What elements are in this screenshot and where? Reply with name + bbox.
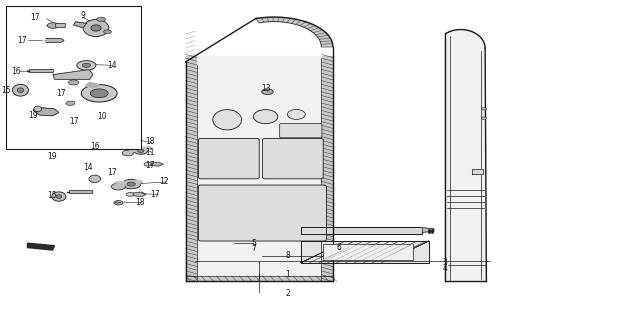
Text: 18: 18 — [146, 137, 155, 146]
Ellipse shape — [83, 63, 91, 67]
Polygon shape — [74, 22, 86, 28]
Text: 6: 6 — [337, 243, 342, 252]
Ellipse shape — [77, 61, 96, 70]
Ellipse shape — [253, 110, 278, 123]
Ellipse shape — [56, 195, 61, 198]
Text: 3: 3 — [442, 258, 447, 267]
Polygon shape — [128, 192, 146, 197]
Circle shape — [90, 89, 108, 98]
Polygon shape — [301, 241, 429, 263]
Text: 4: 4 — [442, 264, 447, 272]
Polygon shape — [85, 82, 99, 88]
Text: 15: 15 — [1, 86, 12, 95]
Polygon shape — [28, 243, 54, 250]
Polygon shape — [33, 107, 59, 116]
Circle shape — [262, 89, 273, 95]
Text: 2: 2 — [285, 290, 291, 298]
Text: 5: 5 — [251, 239, 256, 248]
Polygon shape — [53, 70, 93, 79]
Text: 17: 17 — [145, 161, 156, 170]
Text: 7: 7 — [251, 244, 256, 253]
Ellipse shape — [134, 147, 148, 154]
Text: 9: 9 — [81, 11, 86, 20]
Bar — [6, 6, 141, 149]
Text: 17: 17 — [150, 190, 160, 199]
Ellipse shape — [127, 182, 136, 186]
Text: 16: 16 — [11, 67, 21, 76]
FancyBboxPatch shape — [262, 138, 323, 179]
Text: 19: 19 — [28, 111, 38, 119]
Circle shape — [104, 30, 111, 34]
Text: 17: 17 — [30, 13, 40, 21]
Text: 11: 11 — [146, 148, 155, 157]
Polygon shape — [128, 147, 152, 152]
Text: 13: 13 — [260, 84, 271, 93]
Text: 17: 17 — [17, 36, 28, 45]
Polygon shape — [146, 162, 163, 166]
Text: 19: 19 — [47, 152, 58, 160]
Bar — [69, 190, 92, 193]
Polygon shape — [472, 169, 483, 174]
Circle shape — [481, 108, 486, 110]
Ellipse shape — [91, 25, 101, 31]
Circle shape — [47, 23, 59, 28]
Polygon shape — [46, 39, 64, 42]
Circle shape — [127, 138, 136, 143]
Ellipse shape — [287, 109, 305, 119]
FancyBboxPatch shape — [198, 185, 326, 241]
Ellipse shape — [138, 149, 144, 152]
Text: 8: 8 — [285, 251, 291, 260]
Circle shape — [144, 162, 152, 166]
Circle shape — [68, 80, 79, 85]
FancyBboxPatch shape — [198, 138, 259, 179]
Ellipse shape — [212, 110, 242, 130]
Circle shape — [126, 193, 134, 196]
Ellipse shape — [34, 106, 42, 112]
Ellipse shape — [83, 19, 109, 37]
Bar — [323, 244, 413, 260]
Bar — [29, 69, 53, 72]
Circle shape — [481, 117, 486, 119]
Ellipse shape — [13, 84, 29, 96]
Polygon shape — [197, 56, 321, 276]
Circle shape — [81, 85, 117, 102]
Text: 15: 15 — [47, 191, 58, 200]
Polygon shape — [186, 56, 197, 281]
Polygon shape — [321, 56, 333, 281]
Ellipse shape — [122, 179, 141, 189]
Polygon shape — [186, 276, 333, 281]
Polygon shape — [422, 228, 434, 232]
Text: 17: 17 — [107, 168, 117, 177]
Text: 17: 17 — [68, 117, 79, 126]
Text: 1: 1 — [285, 270, 291, 279]
Text: 14: 14 — [83, 163, 93, 172]
Circle shape — [114, 201, 123, 205]
Text: 10: 10 — [97, 112, 108, 121]
Ellipse shape — [122, 150, 134, 156]
Circle shape — [97, 17, 106, 21]
Text: 17: 17 — [56, 89, 66, 98]
Ellipse shape — [111, 183, 125, 190]
Text: 18: 18 — [135, 198, 144, 207]
Text: 12: 12 — [159, 178, 168, 186]
Ellipse shape — [17, 88, 24, 93]
FancyBboxPatch shape — [56, 23, 65, 28]
Text: 14: 14 — [107, 61, 117, 70]
Circle shape — [66, 101, 75, 105]
Polygon shape — [256, 17, 333, 47]
Polygon shape — [301, 227, 422, 234]
Polygon shape — [115, 180, 143, 186]
Ellipse shape — [89, 175, 100, 183]
FancyBboxPatch shape — [280, 123, 322, 138]
Polygon shape — [445, 30, 486, 281]
Ellipse shape — [52, 192, 66, 201]
Text: 16: 16 — [90, 142, 100, 151]
